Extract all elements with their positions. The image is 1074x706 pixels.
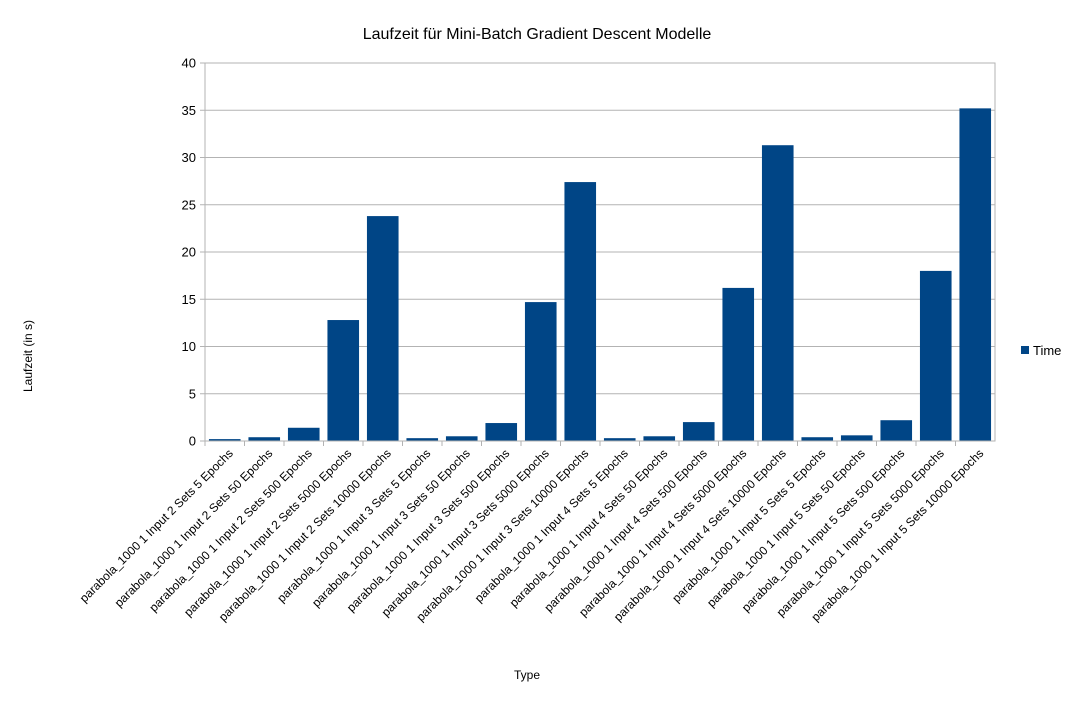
bar bbox=[248, 437, 281, 441]
y-axis-title: Laufzeit (in s) bbox=[21, 320, 35, 392]
y-tick-label: 0 bbox=[189, 434, 196, 449]
chart-title: Laufzeit für Mini-Batch Gradient Descent… bbox=[363, 26, 712, 43]
bar bbox=[327, 320, 360, 441]
legend-label: Time bbox=[1033, 343, 1061, 358]
bar bbox=[603, 438, 636, 441]
bar bbox=[485, 423, 518, 441]
bar bbox=[840, 435, 873, 441]
y-tick-label: 10 bbox=[182, 339, 196, 354]
bar bbox=[761, 145, 794, 441]
bar bbox=[406, 438, 439, 441]
bar bbox=[524, 302, 557, 441]
grid-lines bbox=[200, 62, 995, 442]
bar bbox=[959, 108, 992, 442]
bar bbox=[366, 216, 399, 441]
bar bbox=[682, 422, 715, 441]
y-tick-labels: 0 5 10 15 20 25 30 35 40 bbox=[182, 56, 196, 449]
bar bbox=[801, 437, 834, 441]
legend: Time bbox=[1021, 343, 1061, 358]
x-tick-labels: parabola_1000 1 Input 2 Sets 5 Epochspar… bbox=[77, 446, 986, 624]
y-tick-label: 15 bbox=[182, 292, 196, 307]
bar bbox=[445, 436, 478, 441]
y-tick-label: 20 bbox=[182, 245, 196, 260]
legend-swatch bbox=[1021, 346, 1029, 354]
bars bbox=[208, 108, 992, 442]
bar bbox=[287, 427, 320, 441]
y-tick-label: 35 bbox=[182, 103, 196, 118]
x-axis-title: Type bbox=[514, 668, 540, 682]
y-tick-label: 25 bbox=[182, 197, 196, 212]
bar bbox=[564, 182, 597, 441]
bar bbox=[643, 436, 676, 441]
y-tick-label: 5 bbox=[189, 386, 196, 401]
bar bbox=[208, 439, 241, 441]
y-tick-label: 40 bbox=[182, 56, 196, 71]
axes bbox=[204, 62, 996, 446]
bar bbox=[880, 420, 913, 441]
bar bbox=[722, 287, 755, 441]
bar bbox=[919, 270, 952, 441]
y-tick-label: 30 bbox=[182, 150, 196, 165]
